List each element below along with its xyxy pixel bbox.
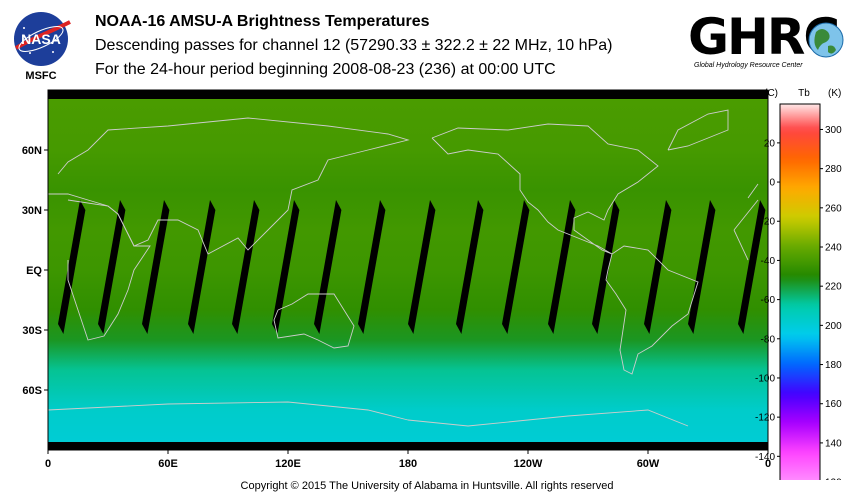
x-tick-label: 180: [399, 458, 417, 470]
y-tick-label: 60N: [22, 145, 42, 157]
swath-gap: [644, 200, 672, 334]
x-tick-label: 0: [45, 458, 51, 470]
swath-gap: [408, 200, 436, 334]
coastline: [667, 109, 729, 151]
globe-icon: [808, 22, 844, 58]
x-tick-label: 120E: [275, 458, 301, 470]
coastline: [605, 245, 699, 375]
colorbar-k-label: 200: [825, 321, 842, 332]
swath-gap: [272, 200, 300, 334]
map-field: [48, 90, 768, 450]
swath-gap: [142, 200, 170, 334]
chart-subtitle: Descending passes for channel 12 (57290.…: [95, 37, 613, 54]
colorbar-k-label: 240: [825, 243, 842, 254]
ghrc-sub-text: Global Hydrology Resource Center: [694, 62, 803, 69]
colorbar-c-label: 0: [769, 178, 775, 189]
colorbar-k-label: 220: [825, 282, 842, 293]
colorbar-header: Tb: [798, 88, 810, 99]
colorbar-c-label: -100: [755, 373, 775, 384]
y-tick-label: EQ: [26, 265, 42, 277]
y-axis: 60N 30N EQ 30S 60S: [22, 145, 48, 397]
colorbar-c-label: -120: [755, 413, 775, 424]
colorbar-k-label: 140: [825, 438, 842, 449]
colorbar-c-label: -60: [761, 295, 776, 306]
swath-gap: [502, 200, 530, 334]
colorbar-c-label: -80: [761, 334, 776, 345]
x-tick-label: 60W: [637, 458, 660, 470]
x-tick-label: 0: [765, 458, 771, 470]
colorbar-k-label: 280: [825, 164, 842, 175]
copyright-text: Copyright © 2015 The University of Alaba…: [240, 480, 614, 492]
colorbar-k-label: 300: [825, 125, 842, 136]
swath-gap: [688, 200, 716, 334]
swath-gap: [592, 200, 620, 334]
swath-gap: [188, 200, 216, 334]
colorbar-c-label: -140: [755, 452, 775, 463]
swath-gap: [314, 200, 342, 334]
y-tick-label: 60S: [22, 385, 42, 397]
swath-gap: [232, 200, 260, 334]
colorbar-k-label: 260: [825, 203, 842, 214]
x-tick-label: 120W: [514, 458, 543, 470]
x-axis: 0 60E 120E 180 120W 60W 0: [45, 450, 771, 470]
colorbar-c-label: 20: [764, 138, 776, 149]
colorbar-k-label: 180: [825, 360, 842, 371]
colorbar-k-label: 160: [825, 399, 842, 410]
coastline: [431, 123, 659, 255]
ghrc-logo: GHRC Global Hydrology Resource Center: [688, 10, 848, 76]
coastline: [273, 293, 355, 349]
x-tick-label: 60E: [158, 458, 178, 470]
colorbar-header: (C): [764, 88, 778, 99]
swath-gap: [456, 200, 484, 334]
swath-gap: [358, 200, 386, 334]
colorbar-c-label: -40: [761, 256, 776, 267]
swath-gaps: [58, 200, 766, 334]
nasa-logo-text: NASA: [21, 31, 61, 47]
nasa-logo: NASA MSFC: [8, 8, 74, 82]
colorbar-scale: [779, 103, 821, 480]
map-bottom-band: [48, 442, 768, 450]
y-tick-label: 30N: [22, 205, 42, 217]
chart-title: NOAA-16 AMSU-A Brightness Temperatures: [95, 13, 430, 30]
colorbar-k-label: 120: [825, 478, 842, 480]
colorbar-header: (K): [828, 88, 841, 99]
swath-gap: [738, 200, 766, 334]
chart-svg: 0 60E 120E 180 120W 60W 0 60N 30N EQ 30S 60S (C) Tb…: [22, 88, 842, 480]
nasa-meatball-icon: NASA: [14, 12, 71, 66]
colorbar: (C) Tb (K)200-20-40-60-80-100-120-14030028…: [755, 88, 842, 480]
swath-gap: [98, 200, 126, 334]
map-top-band: [48, 90, 768, 99]
y-tick-label: 30S: [22, 325, 42, 337]
chart-period: For the 24-hour period beginning 2008-08…: [95, 61, 556, 78]
swath-gap: [58, 200, 86, 334]
coastline: [47, 401, 689, 427]
nasa-sub-text: MSFC: [25, 70, 57, 82]
swath-gap: [548, 200, 576, 334]
coastline: [67, 199, 759, 341]
title-block: NOAA-16 AMSU-A Brightness Temperatures D…: [95, 10, 612, 82]
coastlines: [47, 109, 759, 427]
colorbar-c-label: -20: [761, 217, 776, 228]
